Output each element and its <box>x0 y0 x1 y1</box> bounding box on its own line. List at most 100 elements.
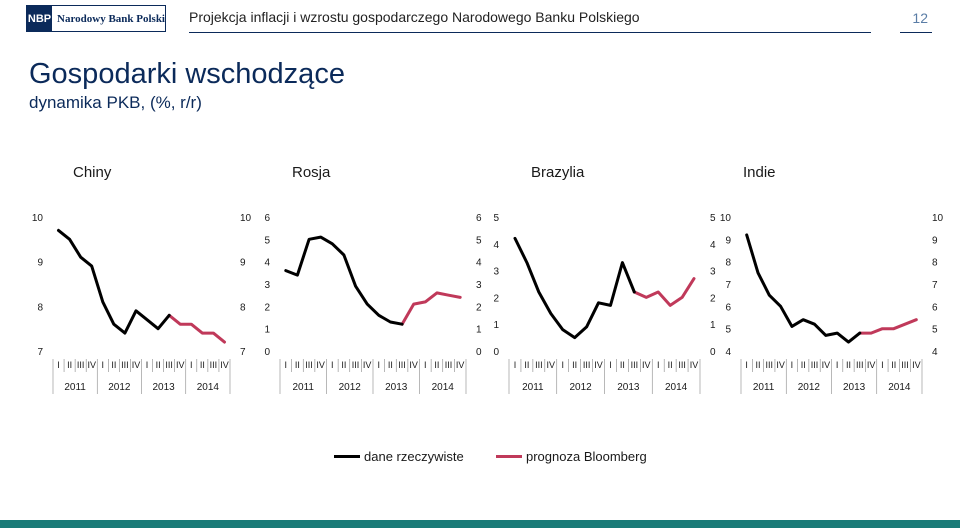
page-number-divider <box>900 32 932 33</box>
y-tick-label-right: 10 <box>932 213 944 224</box>
x-quarter-label: I <box>190 360 193 370</box>
x-quarter-label: III <box>121 360 129 370</box>
x-quarter-label: I <box>514 360 517 370</box>
x-quarter-label: I <box>609 360 612 370</box>
legend-item-actual: dane rzeczywiste <box>334 448 464 464</box>
x-quarter-label: III <box>77 360 85 370</box>
x-quarter-label: III <box>305 360 313 370</box>
y-tick-label-left: 8 <box>725 258 731 269</box>
y-tick-label-left: 0 <box>264 347 270 358</box>
y-tick-label-left: 0 <box>493 347 499 358</box>
chart-title: Brazylia <box>531 164 585 181</box>
x-quarter-label: IV <box>456 360 465 370</box>
x-quarter-label: IV <box>409 360 418 370</box>
nbp-logo: NBP Narodowy Bank Polski <box>26 5 166 32</box>
y-tick-label-right: 2 <box>710 293 716 304</box>
x-quarter-label: IV <box>867 360 876 370</box>
y-tick-label-left: 3 <box>493 267 499 278</box>
x-quarter-label: II <box>801 360 806 370</box>
y-tick-label-right: 4 <box>932 347 938 358</box>
x-quarter-label: III <box>631 360 639 370</box>
x-quarter-label: III <box>856 360 864 370</box>
x-quarter-label: IV <box>822 360 831 370</box>
y-tick-label-right: 4 <box>710 240 716 251</box>
x-quarter-label: IV <box>220 360 229 370</box>
x-quarter-label: III <box>678 360 686 370</box>
logo-text: Narodowy Bank Polski <box>57 12 165 25</box>
y-tick-label-right: 6 <box>476 213 482 224</box>
page-subtitle: dynamika PKB, (%, r/r) <box>29 93 202 112</box>
y-tick-label-left: 7 <box>37 347 43 358</box>
x-year-label: 2014 <box>888 382 911 393</box>
x-quarter-label: IV <box>547 360 556 370</box>
x-quarter-label: I <box>102 360 105 370</box>
x-quarter-label: III <box>445 360 453 370</box>
header-title: Projekcja inflacji i wzrostu gospodarcze… <box>189 9 640 25</box>
y-tick-label-right: 1 <box>476 325 482 336</box>
y-tick-label-left: 10 <box>32 213 44 224</box>
y-tick-label-right: 8 <box>932 258 938 269</box>
y-tick-label-left: 8 <box>37 302 43 313</box>
legend-swatch-actual <box>334 454 360 458</box>
y-tick-label-left: 1 <box>264 325 270 336</box>
series-line-actual <box>284 235 404 326</box>
x-quarter-label: IV <box>363 360 372 370</box>
x-quarter-label: II <box>891 360 896 370</box>
x-quarter-label: IV <box>176 360 185 370</box>
y-tick-label-left: 6 <box>725 302 731 313</box>
page-title: Gospodarki wschodzące <box>29 58 345 90</box>
x-quarter-label: I <box>745 360 748 370</box>
y-tick-label-left: 3 <box>264 280 270 291</box>
series-line-forecast <box>632 277 696 307</box>
y-tick-label-right: 3 <box>476 280 482 291</box>
y-tick-label-right: 2 <box>476 302 482 313</box>
x-quarter-label: III <box>901 360 909 370</box>
x-year-label: 2012 <box>108 382 131 393</box>
x-quarter-label: II <box>668 360 673 370</box>
x-quarter-label: I <box>146 360 149 370</box>
series-line-actual <box>513 236 636 340</box>
x-quarter-label: III <box>583 360 591 370</box>
header-divider <box>189 32 871 33</box>
chart-title: Indie <box>743 164 776 181</box>
x-quarter-label: II <box>156 360 161 370</box>
y-tick-label-left: 2 <box>264 302 270 313</box>
x-year-label: 2013 <box>385 382 408 393</box>
chart-title: Chiny <box>73 164 112 181</box>
y-tick-label-left: 4 <box>725 347 731 358</box>
x-year-label: 2013 <box>153 382 176 393</box>
header: NBP Narodowy Bank Polski Projekcja infla… <box>0 0 960 38</box>
y-tick-label-left: 6 <box>264 213 270 224</box>
x-year-label: 2014 <box>197 382 220 393</box>
x-quarter-label: III <box>766 360 774 370</box>
x-quarter-label: II <box>846 360 851 370</box>
x-quarter-label: III <box>811 360 819 370</box>
footer-bar <box>0 520 960 528</box>
y-tick-label-left: 5 <box>264 235 270 246</box>
x-quarter-label: II <box>434 360 439 370</box>
y-tick-label-right: 4 <box>476 258 482 269</box>
series-line-forecast <box>400 291 462 326</box>
x-quarter-label: III <box>398 360 406 370</box>
x-quarter-label: IV <box>87 360 96 370</box>
y-tick-label-left: 1 <box>493 320 499 331</box>
y-tick-label-left: 4 <box>493 240 499 251</box>
x-quarter-label: IV <box>690 360 699 370</box>
y-tick-label-right: 6 <box>932 302 938 313</box>
y-tick-label-right: 9 <box>240 258 246 269</box>
y-tick-label-right: 10 <box>240 213 252 224</box>
y-tick-label-right: 5 <box>476 235 482 246</box>
page-number: 12 <box>912 10 928 26</box>
x-quarter-label: IV <box>594 360 603 370</box>
y-tick-label-left: 4 <box>264 258 270 269</box>
x-year-label: 2011 <box>64 382 86 393</box>
x-year-label: 2012 <box>798 382 821 393</box>
legend-item-forecast: prognoza Bloomberg <box>496 448 647 464</box>
y-tick-label-right: 9 <box>932 235 938 246</box>
x-quarter-label: II <box>620 360 625 370</box>
y-tick-label-left: 9 <box>37 258 43 269</box>
series-line-forecast <box>858 318 918 335</box>
x-quarter-label: IV <box>132 360 141 370</box>
x-quarter-label: III <box>352 360 360 370</box>
